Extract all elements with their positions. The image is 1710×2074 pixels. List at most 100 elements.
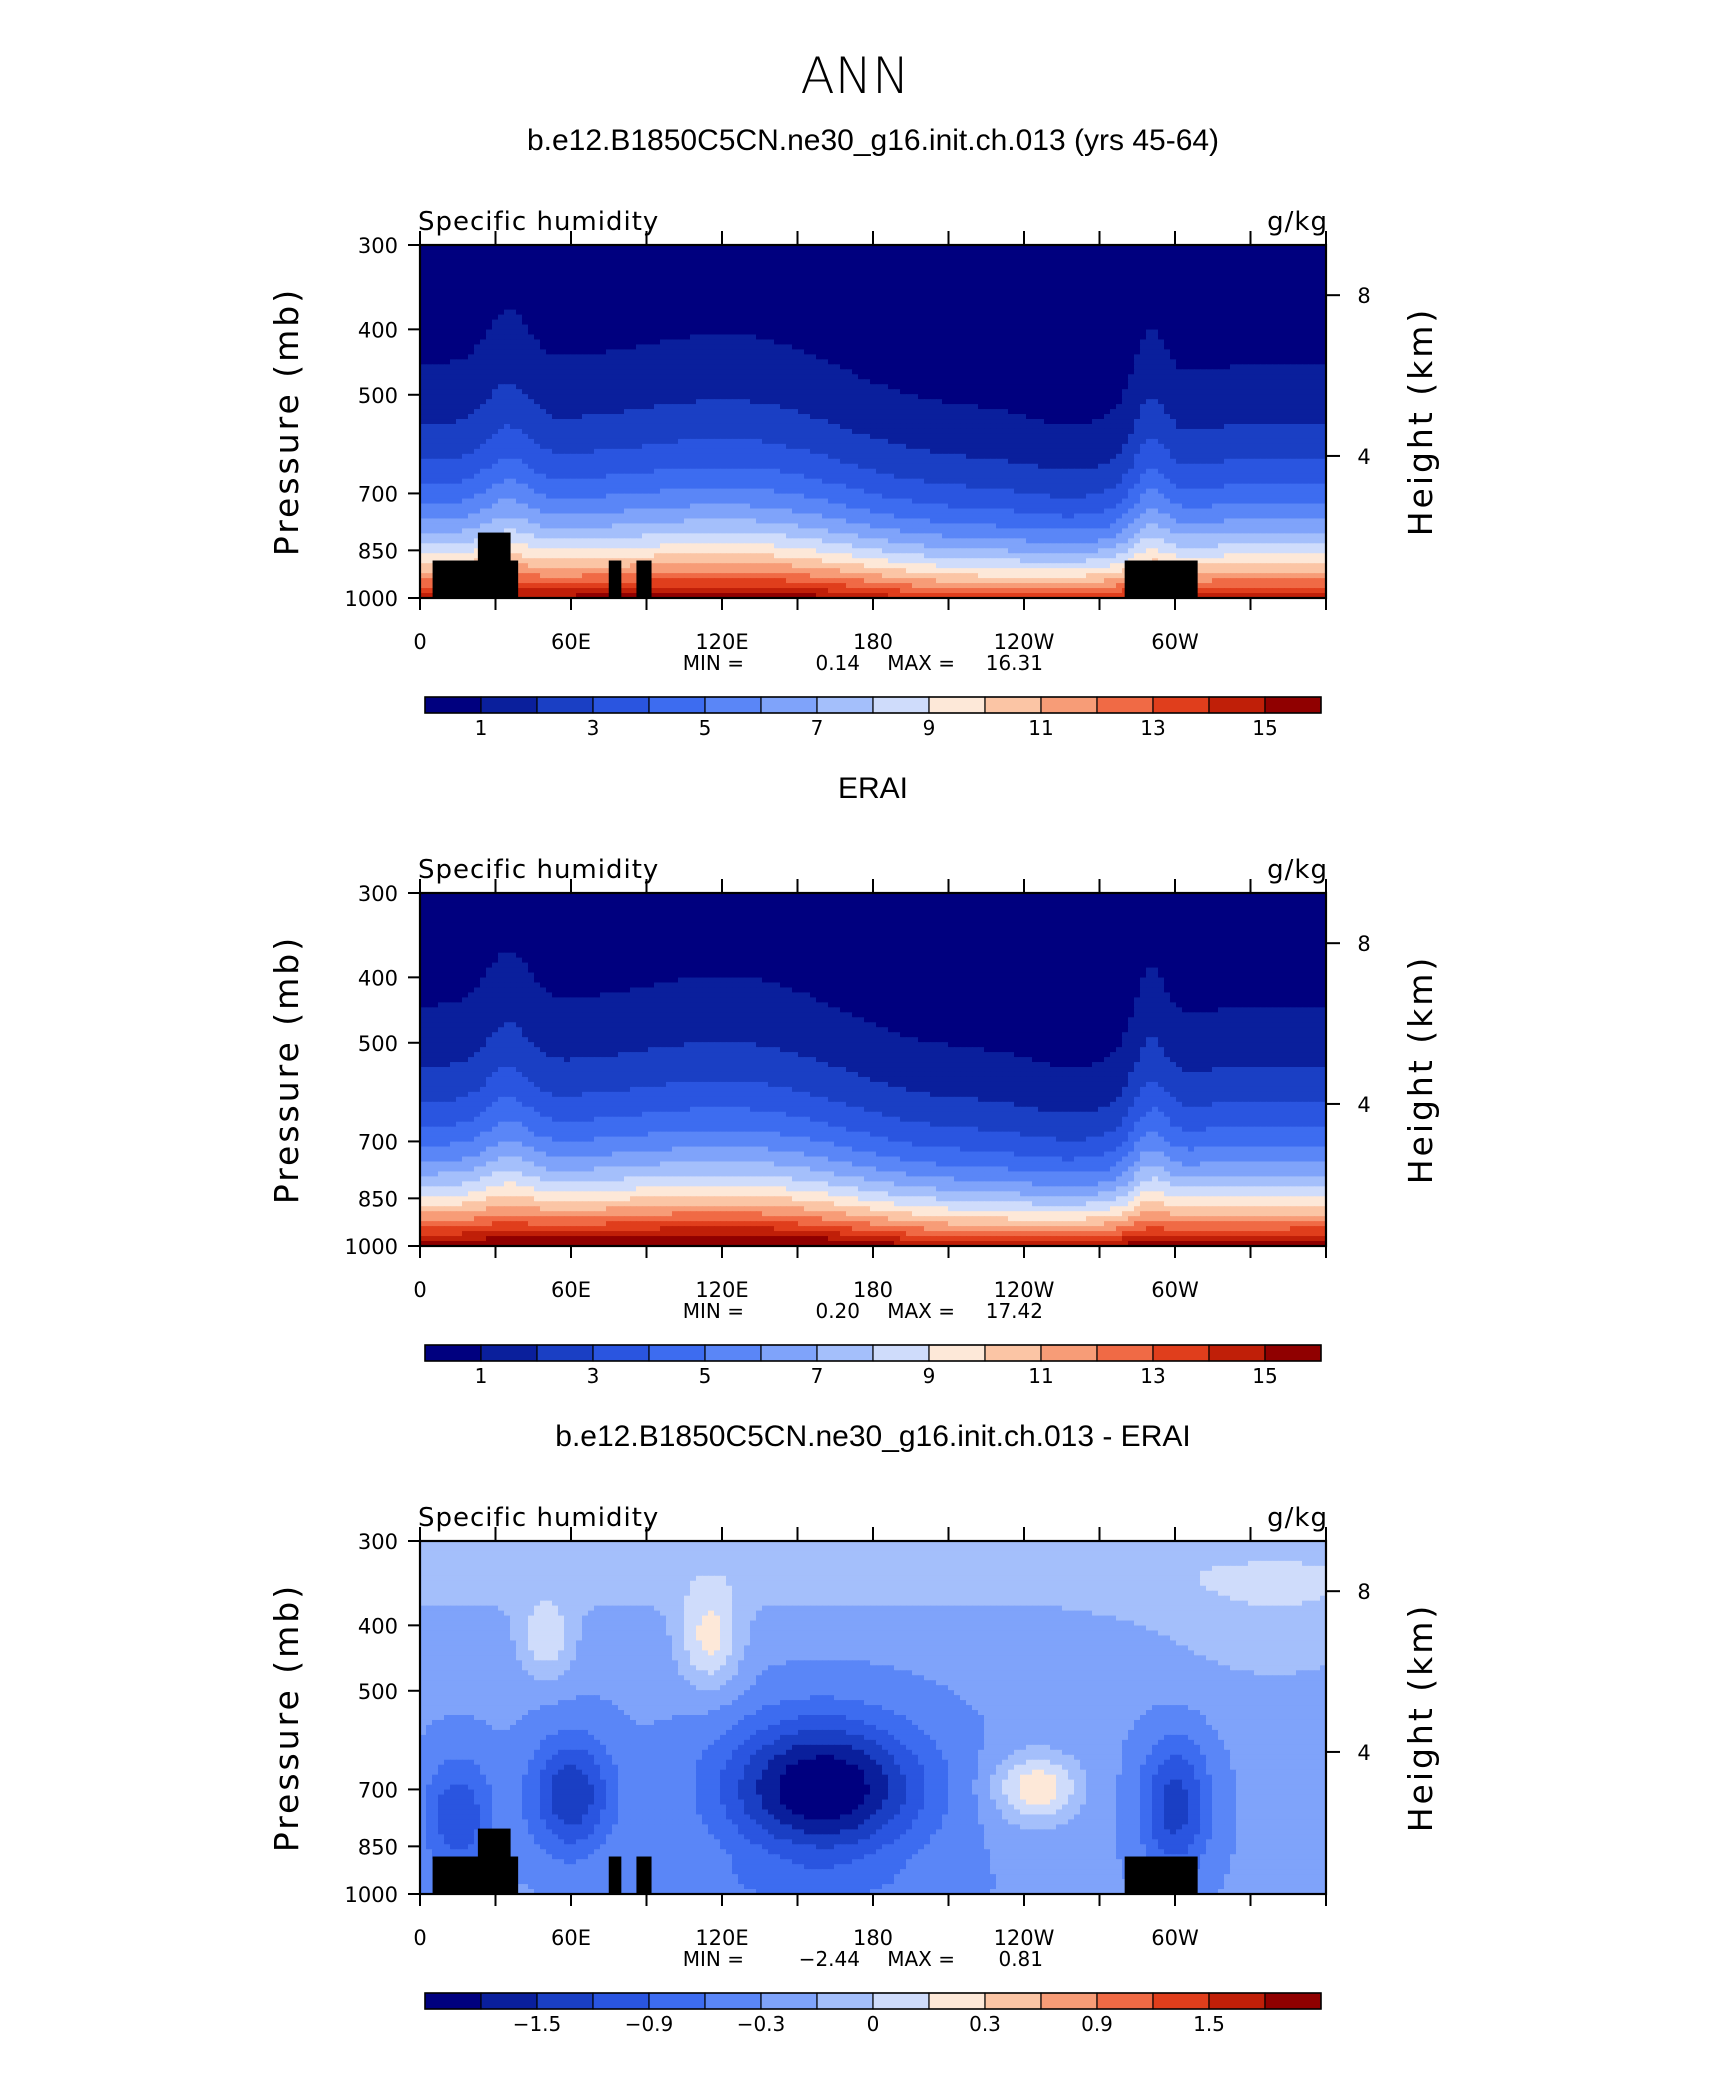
topography-mask: [477, 1828, 511, 1894]
colorbar-swatch: [816, 1992, 874, 2010]
topography-mask: [1124, 1856, 1198, 1894]
min-value: −2.44: [799, 1947, 860, 1971]
colorbar-swatch: [816, 1344, 874, 1362]
colorbar-swatch: [1152, 696, 1210, 714]
colorbar-swatch: [984, 1992, 1042, 2010]
colorbar-label: 0: [867, 2012, 880, 2036]
colorbar-label: 13: [1140, 716, 1165, 740]
max-value: 0.81: [998, 1947, 1043, 1971]
colorbar-swatch: [1096, 1992, 1154, 2010]
colorbar-frame: [424, 1992, 1322, 2010]
colorbar-swatch: [592, 1344, 650, 1362]
colorbar-swatch: [1040, 1992, 1098, 2010]
contour-field: [420, 1541, 1326, 1894]
colorbar-frame: [424, 1344, 1322, 1362]
y-tick-label: 850: [358, 1187, 398, 1211]
colorbar-label: 1: [475, 1364, 488, 1388]
x-tick-label: 0: [413, 1278, 426, 1302]
max-label: MAX =: [887, 651, 955, 675]
colorbar-swatch: [760, 1992, 818, 2010]
colorbar-swatch: [1040, 696, 1098, 714]
min-label: MIN =: [683, 1299, 744, 1323]
colorbar-label: 11: [1028, 1364, 1053, 1388]
colorbar-swatch: [928, 1344, 986, 1362]
y-axis-label: Pressure (mb): [267, 935, 306, 1204]
variable-label: Specific humidity: [418, 1503, 659, 1533]
y-axis-label: Pressure (mb): [267, 287, 306, 556]
y-tick-right-label: 4: [1357, 1741, 1370, 1765]
y-tick-label: 1000: [345, 1883, 398, 1907]
x-tick-label: 120E: [695, 1278, 748, 1302]
colorbar-swatch: [872, 1344, 930, 1362]
colorbar-swatch: [928, 1992, 986, 2010]
colorbar-label: −0.9: [625, 2012, 674, 2036]
colorbar-swatch: [1096, 696, 1154, 714]
x-tick-label: 120W: [994, 630, 1055, 654]
colorbar-swatch: [480, 696, 538, 714]
colorbar-swatch: [424, 696, 482, 714]
colorbar-label: 3: [587, 1364, 600, 1388]
panel-model: b.e12.B1850C5CN.ne30_g16.init.ch.013 (yr…: [267, 124, 1440, 740]
colorbar-label: 5: [699, 716, 712, 740]
colorbar-swatch: [1264, 1344, 1322, 1362]
variable-label: Specific humidity: [418, 855, 659, 885]
x-tick-label: 60E: [551, 1926, 591, 1950]
y-tick-label: 500: [358, 1032, 398, 1056]
colorbar-label: 7: [811, 716, 824, 740]
colorbar-swatch: [760, 696, 818, 714]
x-tick-label: 60W: [1151, 1278, 1199, 1302]
colorbar-swatch: [648, 696, 706, 714]
y-tick-label: 1000: [345, 1235, 398, 1259]
y-tick-label: 300: [358, 882, 398, 906]
topography-mask: [636, 1856, 652, 1894]
x-tick-label: 180: [853, 1926, 893, 1950]
y-tick-label: 1000: [345, 587, 398, 611]
colorbar-swatch: [704, 696, 762, 714]
colorbar-swatch: [536, 1992, 594, 2010]
max-label: MAX =: [887, 1947, 955, 1971]
max-value: 17.42: [986, 1299, 1043, 1323]
x-tick-label: 60W: [1151, 630, 1199, 654]
colorbar-swatch: [872, 1992, 930, 2010]
panel-difference: b.e12.B1850C5CN.ne30_g16.init.ch.013 - E…: [267, 1420, 1440, 2036]
x-tick-label: 120E: [695, 1926, 748, 1950]
colorbar-swatch: [648, 1344, 706, 1362]
contour-field: [420, 245, 1326, 598]
colorbar-swatch: [536, 696, 594, 714]
colorbar-swatch: [1096, 1344, 1154, 1362]
y-axis-right-label: Height (km): [1401, 307, 1440, 537]
colorbar-swatch: [1040, 1344, 1098, 1362]
colorbar-swatch: [480, 1344, 538, 1362]
y-tick-right-label: 8: [1357, 932, 1370, 956]
x-tick-label: 120W: [994, 1278, 1055, 1302]
figure-title: ANN: [800, 47, 909, 105]
y-tick-label: 850: [358, 539, 398, 563]
x-tick-label: 120E: [695, 630, 748, 654]
colorbar-label: 9: [923, 716, 936, 740]
topography-mask: [608, 560, 622, 598]
min-value: 0.20: [815, 1299, 860, 1323]
x-tick-label: 180: [853, 630, 893, 654]
colorbar-swatch: [760, 1344, 818, 1362]
variable-label: Specific humidity: [418, 207, 659, 237]
colorbar-swatch: [872, 696, 930, 714]
colorbar-swatch: [1264, 1992, 1322, 2010]
panel-title: b.e12.B1850C5CN.ne30_g16.init.ch.013 (yr…: [527, 124, 1219, 157]
colorbar-swatch: [1264, 696, 1322, 714]
colorbar-swatch: [536, 1344, 594, 1362]
colorbar-swatch: [480, 1992, 538, 2010]
units-label: g/kg: [1267, 1503, 1328, 1533]
colorbar-swatch: [424, 1992, 482, 2010]
colorbar-label: 7: [811, 1364, 824, 1388]
y-tick-label: 500: [358, 1680, 398, 1704]
y-tick-right-label: 4: [1357, 1093, 1370, 1117]
min-label: MIN =: [683, 1947, 744, 1971]
colorbar-label: 3: [587, 716, 600, 740]
colorbar-frame: [424, 696, 1322, 714]
topography-mask: [636, 560, 652, 598]
colorbar-swatch: [1152, 1992, 1210, 2010]
y-tick-label: 300: [358, 234, 398, 258]
y-tick-label: 400: [358, 1614, 398, 1638]
panel-title: b.e12.B1850C5CN.ne30_g16.init.ch.013 - E…: [555, 1420, 1190, 1453]
